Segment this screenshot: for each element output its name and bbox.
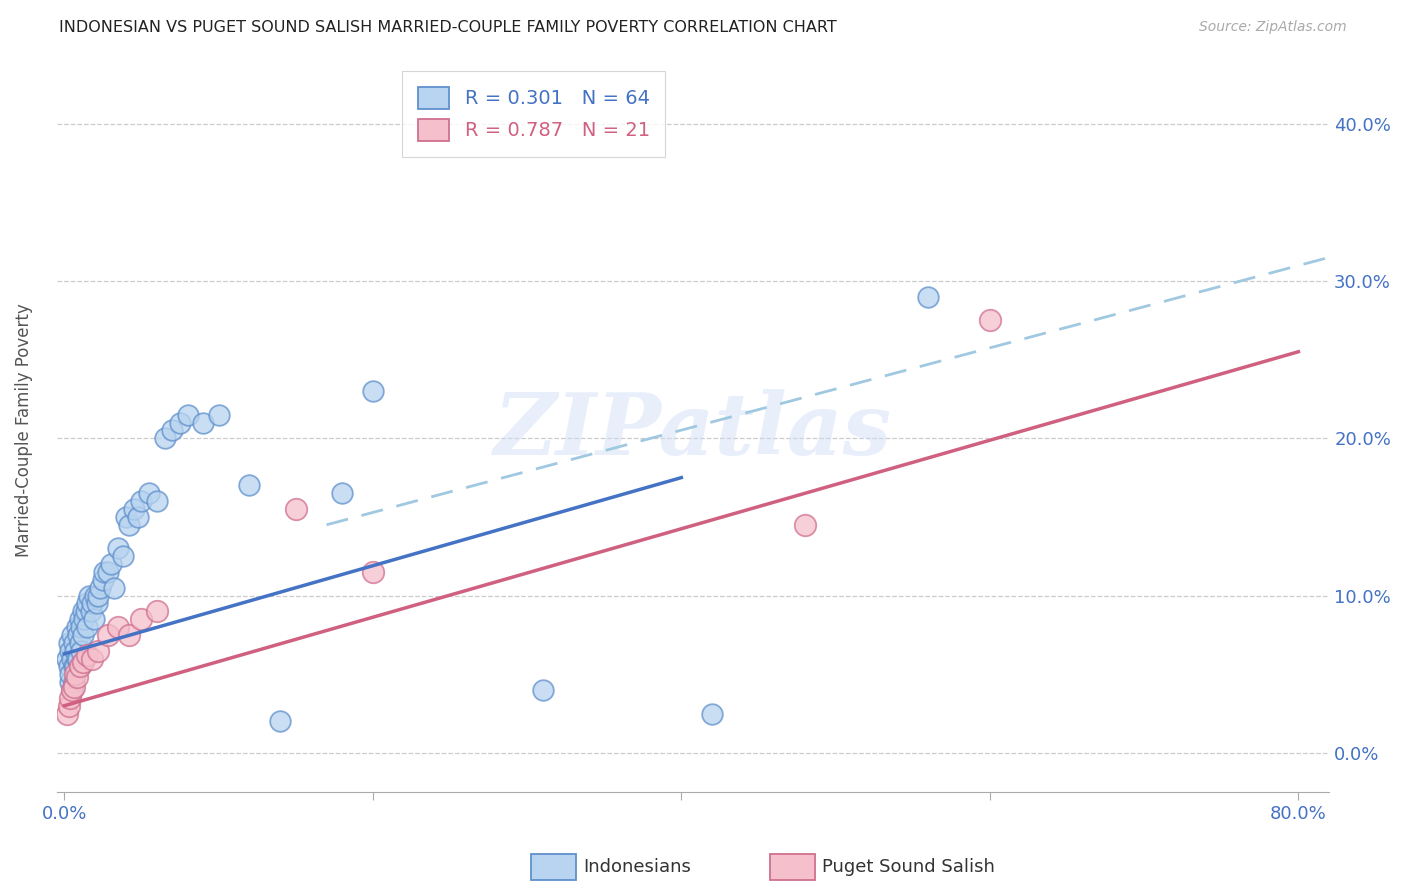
Point xyxy=(87,589,110,603)
Point xyxy=(59,643,82,657)
Point xyxy=(191,416,214,430)
Point xyxy=(60,628,83,642)
Point xyxy=(107,541,129,556)
Point xyxy=(67,651,90,665)
Point xyxy=(76,597,98,611)
Point xyxy=(131,612,153,626)
Point xyxy=(96,565,118,579)
Point xyxy=(100,557,122,571)
Point xyxy=(111,549,134,564)
Point xyxy=(58,636,80,650)
Point xyxy=(531,683,554,698)
Text: Indonesians: Indonesians xyxy=(583,858,692,876)
Point xyxy=(115,510,138,524)
Point xyxy=(59,675,82,690)
Point xyxy=(86,597,108,611)
Point xyxy=(77,589,100,603)
Point xyxy=(70,620,93,634)
Point xyxy=(91,573,114,587)
Point xyxy=(67,628,90,642)
Point xyxy=(87,643,110,657)
Point xyxy=(60,651,83,665)
Point xyxy=(793,517,815,532)
Point xyxy=(127,510,149,524)
Text: INDONESIAN VS PUGET SOUND SALISH MARRIED-COUPLE FAMILY POVERTY CORRELATION CHART: INDONESIAN VS PUGET SOUND SALISH MARRIED… xyxy=(59,20,837,35)
Point xyxy=(66,670,89,684)
Point xyxy=(96,628,118,642)
Point xyxy=(72,628,94,642)
Point xyxy=(63,659,86,673)
Point xyxy=(269,714,291,729)
Point xyxy=(70,643,93,657)
Point xyxy=(69,659,91,673)
Point xyxy=(63,643,86,657)
Point xyxy=(118,628,141,642)
Point xyxy=(107,620,129,634)
Point xyxy=(66,651,89,665)
Point xyxy=(62,680,84,694)
Point xyxy=(69,636,91,650)
Point xyxy=(69,612,91,626)
Point xyxy=(238,478,260,492)
Point xyxy=(361,565,384,579)
Point xyxy=(146,604,169,618)
Point xyxy=(62,659,84,673)
Point xyxy=(702,706,724,721)
Point xyxy=(122,502,145,516)
Point xyxy=(60,683,83,698)
Text: Puget Sound Salish: Puget Sound Salish xyxy=(823,858,995,876)
Point xyxy=(63,667,86,681)
Point xyxy=(162,424,184,438)
Point xyxy=(60,683,83,698)
Legend: R = 0.301   N = 64, R = 0.787   N = 21: R = 0.301 N = 64, R = 0.787 N = 21 xyxy=(402,71,665,157)
Point xyxy=(84,589,107,603)
Point xyxy=(80,651,103,665)
Point xyxy=(58,659,80,673)
Y-axis label: Married-Couple Family Poverty: Married-Couple Family Poverty xyxy=(15,303,32,558)
Point xyxy=(56,651,79,665)
Point xyxy=(69,659,91,673)
Point xyxy=(146,494,169,508)
Point xyxy=(93,565,115,579)
Point xyxy=(177,408,200,422)
Point xyxy=(66,620,89,634)
Point xyxy=(103,581,125,595)
Point xyxy=(56,706,79,721)
Point xyxy=(62,675,84,690)
Point xyxy=(131,494,153,508)
Point xyxy=(75,604,97,618)
Point xyxy=(79,604,101,618)
Point xyxy=(138,486,160,500)
Point xyxy=(59,690,82,705)
Point xyxy=(80,597,103,611)
Text: Source: ZipAtlas.com: Source: ZipAtlas.com xyxy=(1199,20,1347,34)
Point xyxy=(83,612,105,626)
Point xyxy=(207,408,229,422)
Point xyxy=(62,636,84,650)
Point xyxy=(361,384,384,398)
Point xyxy=(76,648,98,663)
Point xyxy=(917,290,939,304)
Text: ZIPatlas: ZIPatlas xyxy=(494,389,891,472)
Point xyxy=(59,667,82,681)
Point xyxy=(330,486,353,500)
Point xyxy=(58,698,80,713)
Point xyxy=(979,313,1001,327)
Point xyxy=(72,655,94,669)
Point xyxy=(153,431,176,445)
Point xyxy=(76,620,98,634)
Point xyxy=(284,502,307,516)
Point xyxy=(89,581,111,595)
Point xyxy=(73,612,96,626)
Point xyxy=(118,517,141,532)
Point xyxy=(169,416,191,430)
Point xyxy=(72,604,94,618)
